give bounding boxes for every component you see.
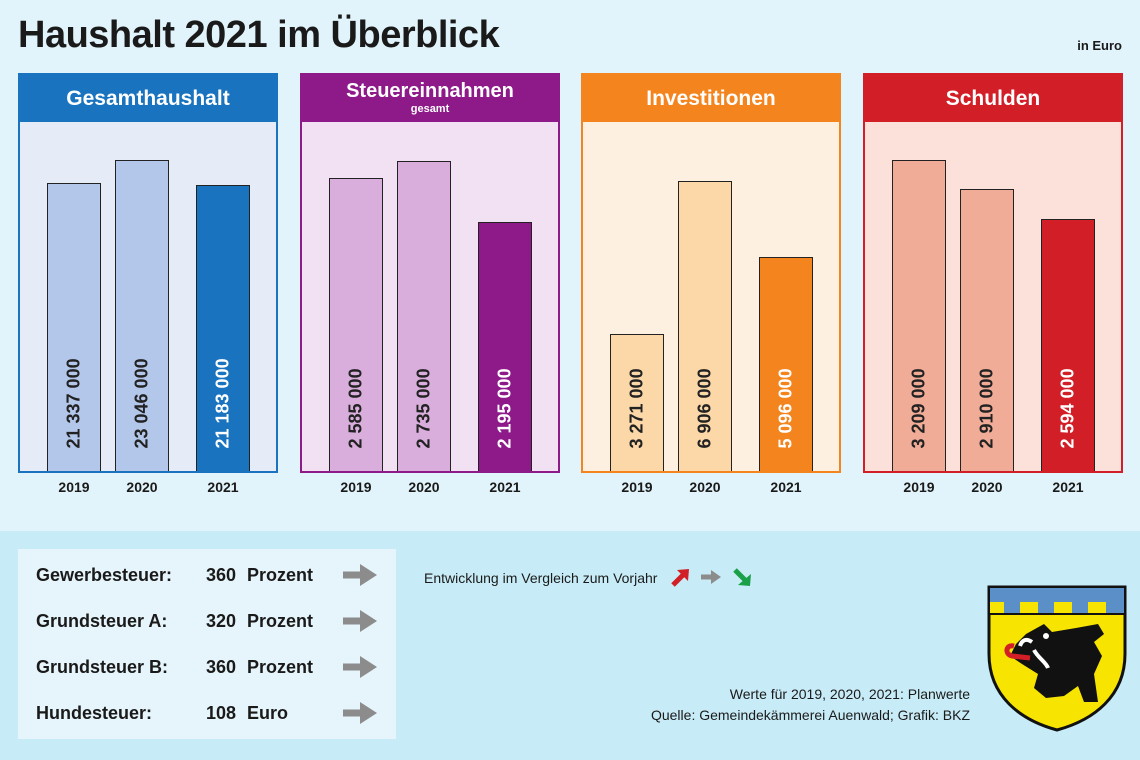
bar: 21 337 000 [47, 183, 101, 471]
x-tick-label: 2019 [340, 479, 372, 495]
x-tick-label: 2019 [621, 479, 653, 495]
bar-value-text: 2 585 000 [345, 368, 366, 449]
bar: 6 906 000 [678, 181, 732, 471]
x-tick-label: 2020 [126, 479, 158, 495]
bar-value-text: 3 209 000 [908, 368, 929, 449]
bar-value-text: 5 096 000 [775, 368, 796, 449]
chart-title-text: Schulden [945, 87, 1041, 110]
note-line-planwerte: Werte für 2019, 2020, 2021: Planwerte [729, 686, 970, 702]
bar-value-text: 2 195 000 [494, 368, 515, 449]
bar: 2 910 000 [960, 189, 1014, 471]
chart-title-text: Gesamthaushalt [66, 87, 230, 110]
legend-arrows [671, 568, 752, 587]
page-title: Haushalt 2021 im Überblick [18, 14, 500, 56]
chart-title-text: Steuereinnahmen [346, 80, 514, 102]
chart-title: Steuereinnahmen gesamt [302, 75, 558, 122]
bar: 5 096 000 [759, 257, 813, 471]
tax-value: 360 [206, 565, 237, 585]
trend-same-arrow-icon [343, 656, 377, 678]
chart-title: Investitionen [583, 75, 839, 122]
legend-text: Entwicklung im Vergleich zum Vorjahr [424, 570, 658, 586]
tax-name: Gewerbesteuer: [36, 565, 173, 585]
source-note: Werte für 2019, 2020, 2021: Planwerte Qu… [651, 684, 970, 726]
bar-value-text: 2 594 000 [1057, 368, 1078, 449]
tax-row: Grundsteuer B: 360 Prozent [36, 655, 366, 679]
x-tick-label: 2021 [1052, 479, 1084, 495]
chart-panel-1: Steuereinnahmen gesamt 2 585 000 2 735 000 2… [300, 73, 560, 473]
x-tick-label: 2021 [489, 479, 521, 495]
bar: 3 271 000 [610, 334, 664, 471]
bar: 2 585 000 [329, 178, 383, 471]
chart-title: Schulden [865, 75, 1121, 122]
chart-panel-3: Schulden 3 209 000 2 910 000 2 594 000 [863, 73, 1123, 473]
tax-row: Grundsteuer A: 320 Prozent [36, 609, 366, 633]
trend-same-arrow-icon [343, 564, 377, 586]
chart-title-text: Investitionen [646, 87, 776, 110]
tax-box [18, 549, 396, 739]
tax-unit: Prozent [247, 657, 314, 677]
x-tick-label: 2019 [58, 479, 90, 495]
tax-unit: Euro [247, 703, 289, 723]
x-tick-label: 2020 [689, 479, 721, 495]
bar: 2 195 000 [478, 222, 532, 471]
note-line-source: Quelle: Gemeindekämmerei Auenwald; Grafi… [650, 707, 970, 723]
bar-value-text: 2 735 000 [413, 368, 434, 449]
bar: 21 183 000 [196, 185, 250, 471]
tax-value: 320 [206, 611, 237, 631]
tax-name: Hundesteuer: [36, 703, 153, 723]
bar: 2 594 000 [1041, 219, 1095, 471]
bar-value-text: 21 183 000 [212, 358, 233, 449]
bar-value-text: 3 271 000 [626, 368, 647, 449]
down-arrow-icon [733, 568, 752, 586]
trend-same-arrow-icon [343, 610, 377, 632]
bar: 2 735 000 [397, 161, 451, 471]
x-tick-label: 2020 [408, 479, 440, 495]
chart-plot: 2 585 000 2 735 000 2 195 000 [302, 122, 558, 471]
chart-plot: 3 271 000 6 906 000 5 096 000 [583, 122, 839, 471]
bar: 3 209 000 [892, 160, 946, 471]
bar-value-text: 21 337 000 [63, 358, 84, 449]
tax-row: Hundesteuer: 108 Euro [36, 701, 366, 725]
tax-value: 108 [206, 703, 237, 723]
auenwald-crest-icon [987, 585, 1127, 732]
bar: 23 046 000 [115, 160, 169, 471]
trend-legend: Entwicklung im Vergleich zum Vorjahr [424, 566, 761, 588]
tax-name: Grundsteuer B: [36, 657, 169, 677]
bar-value-text: 6 906 000 [694, 368, 715, 449]
x-tick-label: 2019 [903, 479, 935, 495]
same-arrow-icon [701, 570, 722, 584]
chart-panel-0: Gesamthaushalt 21 337 000 23 046 000 21 183… [18, 73, 278, 473]
tax-name: Grundsteuer A: [36, 611, 168, 631]
trend-same-arrow-icon [343, 702, 377, 724]
chart-subtitle: gesamt [410, 103, 450, 115]
bar-value-text: 23 046 000 [131, 358, 152, 449]
x-tick-label: 2020 [971, 479, 1003, 495]
chart-panel-2: Investitionen 3 271 000 6 906 000 5 096 000 [581, 73, 841, 473]
tax-unit: Prozent [247, 565, 314, 585]
tax-value: 360 [206, 657, 237, 677]
chart-plot: 3 209 000 2 910 000 2 594 000 [865, 122, 1121, 471]
x-tick-label: 2021 [207, 479, 239, 495]
tax-unit: Prozent [247, 611, 314, 631]
unit-note: in Euro [1077, 38, 1122, 53]
x-tick-label: 2021 [770, 479, 802, 495]
bar-value-text: 2 910 000 [976, 368, 997, 449]
up-arrow-icon [671, 569, 690, 587]
chart-title: Gesamthaushalt [20, 75, 276, 122]
tax-row: Gewerbesteuer: 360 Prozent [36, 563, 366, 587]
chart-plot: 21 337 000 23 046 000 21 183 000 [20, 122, 276, 471]
